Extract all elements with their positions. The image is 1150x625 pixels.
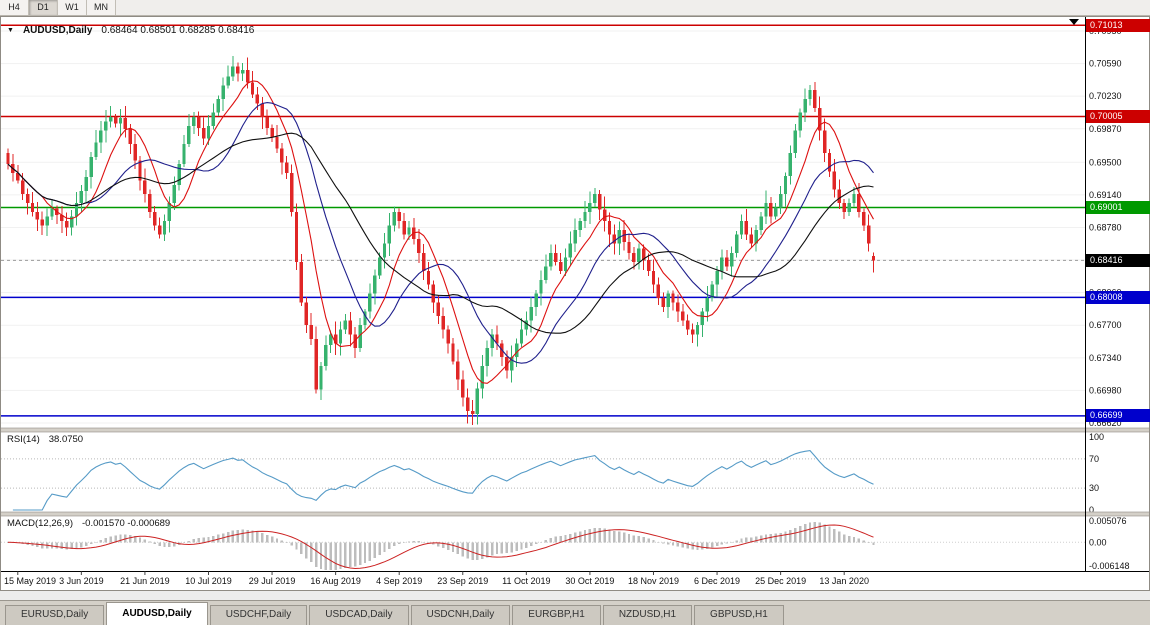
- moving-average-line: [7, 132, 874, 334]
- macd-tick-label: 0.005076: [1089, 516, 1127, 526]
- ohlc-values: 0.68464 0.68501 0.68285 0.68416: [101, 25, 255, 36]
- rsi-indicator-label: RSI(14) 38.0750: [7, 434, 83, 445]
- moving-average-line: [7, 80, 874, 384]
- price-tick-label: 0.67340: [1089, 353, 1122, 363]
- date-tick-label: 23 Sep 2019: [437, 576, 488, 586]
- timeframe-toolbar: H4 D1 W1 MN: [0, 0, 1150, 16]
- chart-title: ▼ AUDUSD,Daily 0.68464 0.68501 0.68285 0…: [7, 25, 254, 36]
- date-tick-label: 13 Jan 2020: [819, 576, 869, 586]
- date-tick-label: 4 Sep 2019: [376, 576, 422, 586]
- macd-values: -0.001570 -0.000689: [82, 518, 171, 529]
- macd-indicator-label: MACD(12,26,9) -0.001570 -0.000689: [7, 518, 170, 529]
- chart-area[interactable]: 0.70950 0.70590 0.70230 0.69870 0.69500 0.691…: [0, 16, 1150, 591]
- macd-histogram: [6, 521, 875, 571]
- main-price-pane[interactable]: [1, 24, 1085, 425]
- price-tick-label: 0.70950: [1089, 26, 1122, 36]
- date-tick-label: 10 Jul 2019: [185, 576, 232, 586]
- tab-eurusd-daily[interactable]: EURUSD,Daily: [5, 605, 105, 625]
- price-tick-label: 0.70230: [1089, 91, 1122, 101]
- symbol-timeframe-label: AUDUSD,Daily: [22, 25, 93, 36]
- date-tick-label: 25 Dec 2019: [755, 576, 806, 586]
- chart-background: [0, 16, 1150, 591]
- rsi-name: RSI(14): [7, 434, 40, 445]
- macd-pane[interactable]: [1, 521, 1085, 571]
- rsi-tick-label: 70: [1089, 454, 1099, 464]
- tab-audusd-daily[interactable]: AUDUSD,Daily: [106, 602, 208, 625]
- timeframe-w1-button[interactable]: W1: [58, 0, 87, 15]
- macd-signal-line: [7, 524, 874, 570]
- timeframe-mn-button[interactable]: MN: [87, 0, 116, 15]
- pane-divider[interactable]: [0, 427, 1150, 433]
- date-tick-label: 30 Oct 2019: [565, 576, 614, 586]
- date-tick-label: 21 Jun 2019: [120, 576, 170, 586]
- price-tick-label: 0.69500: [1089, 157, 1122, 167]
- price-tick-label: 0.69870: [1089, 124, 1122, 134]
- rsi-tick-label: 30: [1089, 483, 1099, 493]
- price-tick-label: 0.69140: [1089, 190, 1122, 200]
- rsi-tick-label: 0: [1089, 505, 1094, 515]
- price-tick-label: 0.67700: [1089, 320, 1122, 330]
- macd-tick-label: -0.006148: [1089, 561, 1130, 571]
- tab-usdcad-daily[interactable]: USDCAD,Daily: [309, 605, 409, 625]
- rsi-tick-label: 100: [1089, 432, 1104, 442]
- tab-usdcnh-daily[interactable]: USDCNH,Daily: [410, 605, 511, 625]
- timeframe-h4-button[interactable]: H4: [0, 0, 29, 15]
- price-tick-label: 0.66980: [1089, 385, 1122, 395]
- price-tick-label: 0.70590: [1089, 59, 1122, 69]
- date-tick-label: 16 Aug 2019: [310, 576, 361, 586]
- price-tick-label: 0.68780: [1089, 222, 1122, 232]
- date-tick-label: 3 Jun 2019: [59, 576, 104, 586]
- rsi-line: [12, 450, 874, 511]
- price-tick-label: 0.66620: [1089, 418, 1122, 428]
- tab-gbpusd-h1[interactable]: GBPUSD,H1: [694, 605, 784, 625]
- rsi-value: 38.0750: [48, 434, 84, 445]
- date-tick-label: 15 May 2019: [4, 576, 56, 586]
- timeframe-d1-button[interactable]: D1: [29, 0, 58, 15]
- tab-nzdusd-h1[interactable]: NZDUSD,H1: [602, 605, 693, 625]
- rsi-pane[interactable]: [1, 450, 1085, 511]
- date-tick-label: 6 Dec 2019: [694, 576, 740, 586]
- tab-eurgbp-h1[interactable]: EURGBP,H1: [512, 605, 601, 625]
- chart-window[interactable]: 0.70950 0.70590 0.70230 0.69870 0.69500 0.691…: [0, 16, 1150, 591]
- chart-shift-marker[interactable]: [1069, 19, 1079, 25]
- chart-tab-bar: EURUSD,Daily AUDUSD,Daily USDCHF,Daily USDC…: [0, 600, 1150, 625]
- macd-name: MACD(12,26,9): [7, 518, 73, 529]
- price-tick-label: 0.68060: [1089, 288, 1122, 298]
- date-tick-label: 11 Oct 2019: [502, 576, 550, 586]
- price-tick-label: 0.68420: [1089, 255, 1122, 265]
- date-tick-label: 29 Jul 2019: [249, 576, 296, 586]
- date-tick-label: 18 Nov 2019: [628, 576, 679, 586]
- tab-usdchf-daily[interactable]: USDCHF,Daily: [209, 605, 308, 625]
- symbol-dropdown-icon: ▼: [7, 26, 14, 34]
- macd-tick-label: 0.00: [1089, 537, 1107, 547]
- moving-average-line: [7, 102, 874, 364]
- pane-divider[interactable]: [0, 511, 1150, 517]
